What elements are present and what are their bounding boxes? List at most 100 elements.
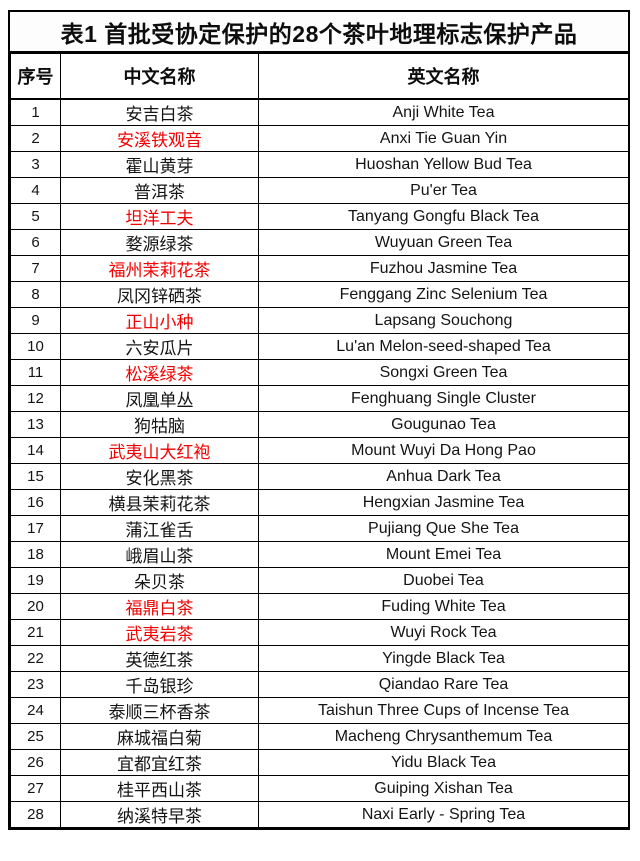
row-index: 23 xyxy=(10,671,61,698)
header-row: 序号 中文名称 英文名称 xyxy=(10,53,629,100)
row-index: 19 xyxy=(10,567,61,594)
table-row: 11 松溪绿茶 Songxi Green Tea xyxy=(10,359,629,386)
chinese-name: 婺源绿茶 xyxy=(60,229,259,256)
english-name: Taishun Three Cups of Incense Tea xyxy=(258,697,629,724)
table-row: 4 普洱茶 Pu'er Tea xyxy=(10,177,629,204)
chinese-name: 武夷山大红袍 xyxy=(60,437,259,464)
table-row: 12 凤凰单丛 Fenghuang Single Cluster xyxy=(10,385,629,412)
row-index: 1 xyxy=(10,98,61,126)
chinese-name: 纳溪特早茶 xyxy=(60,801,259,828)
table-row: 14 武夷山大红袍 Mount Wuyi Da Hong Pao xyxy=(10,437,629,464)
row-index: 21 xyxy=(10,619,61,646)
english-name: Fuding White Tea xyxy=(258,593,629,620)
column-header-index: 序号 xyxy=(10,53,61,100)
english-name: Qiandao Rare Tea xyxy=(258,671,629,698)
english-name: Yingde Black Tea xyxy=(258,645,629,672)
row-index: 3 xyxy=(10,151,61,178)
tea-gi-table: 表1 首批受协定保护的28个茶叶地理标志保护产品 序号 中文名称 英文名称 1 … xyxy=(8,10,630,830)
english-name: Songxi Green Tea xyxy=(258,359,629,386)
row-index: 17 xyxy=(10,515,61,542)
english-name: Anxi Tie Guan Yin xyxy=(258,125,629,152)
table-row: 7 福州茉莉花茶 Fuzhou Jasmine Tea xyxy=(10,255,629,282)
row-index: 27 xyxy=(10,775,61,802)
row-index: 25 xyxy=(10,723,61,750)
english-name: Lu'an Melon-seed-shaped Tea xyxy=(258,333,629,360)
table-row: 20 福鼎白茶 Fuding White Tea xyxy=(10,593,629,620)
chinese-name: 安溪铁观音 xyxy=(60,125,259,152)
english-name: Huoshan Yellow Bud Tea xyxy=(258,151,629,178)
chinese-name: 宜都宜红茶 xyxy=(60,749,259,776)
chinese-name: 千岛银珍 xyxy=(60,671,259,698)
english-name: Tanyang Gongfu Black Tea xyxy=(258,203,629,230)
table-row: 6 婺源绿茶 Wuyuan Green Tea xyxy=(10,229,629,256)
chinese-name: 霍山黄芽 xyxy=(60,151,259,178)
row-index: 9 xyxy=(10,307,61,334)
english-name: Macheng Chrysanthemum Tea xyxy=(258,723,629,750)
chinese-name: 福州茉莉花茶 xyxy=(60,255,259,282)
row-index: 26 xyxy=(10,749,61,776)
table-row: 26 宜都宜红茶 Yidu Black Tea xyxy=(10,749,629,776)
english-name: Wuyuan Green Tea xyxy=(258,229,629,256)
english-name: Yidu Black Tea xyxy=(258,749,629,776)
english-name: Anji White Tea xyxy=(258,98,629,126)
chinese-name: 坦洋工夫 xyxy=(60,203,259,230)
table-row: 10 六安瓜片 Lu'an Melon-seed-shaped Tea xyxy=(10,333,629,360)
row-index: 10 xyxy=(10,333,61,360)
chinese-name: 安吉白茶 xyxy=(60,98,259,126)
english-name: Lapsang Souchong xyxy=(258,307,629,334)
table-row: 28 纳溪特早茶 Naxi Early - Spring Tea xyxy=(10,801,629,828)
chinese-name: 武夷岩茶 xyxy=(60,619,259,646)
row-index: 18 xyxy=(10,541,61,568)
chinese-name: 安化黑茶 xyxy=(60,463,259,490)
table-row: 19 朵贝茶 Duobei Tea xyxy=(10,567,629,594)
english-name: Guiping Xishan Tea xyxy=(258,775,629,802)
table-row: 27 桂平西山茶 Guiping Xishan Tea xyxy=(10,775,629,802)
table-row: 16 横县茉莉花茶 Hengxian Jasmine Tea xyxy=(10,489,629,516)
row-index: 11 xyxy=(10,359,61,386)
table-row: 13 狗牯脑 Gougunao Tea xyxy=(10,411,629,438)
table-row: 21 武夷岩茶 Wuyi Rock Tea xyxy=(10,619,629,646)
table-row: 8 凤冈锌硒茶 Fenggang Zinc Selenium Tea xyxy=(10,281,629,308)
row-index: 5 xyxy=(10,203,61,230)
chinese-name: 泰顺三杯香茶 xyxy=(60,697,259,724)
chinese-name: 横县茉莉花茶 xyxy=(60,489,259,516)
table-row: 1 安吉白茶 Anji White Tea xyxy=(10,98,629,126)
table-body: 1 安吉白茶 Anji White Tea 2 安溪铁观音 Anxi Tie G… xyxy=(10,98,629,828)
chinese-name: 峨眉山茶 xyxy=(60,541,259,568)
chinese-name: 凤冈锌硒茶 xyxy=(60,281,259,308)
row-index: 28 xyxy=(10,801,61,828)
english-name: Fenghuang Single Cluster xyxy=(258,385,629,412)
row-index: 24 xyxy=(10,697,61,724)
row-index: 7 xyxy=(10,255,61,282)
english-name: Naxi Early - Spring Tea xyxy=(258,801,629,828)
english-name: Mount Emei Tea xyxy=(258,541,629,568)
column-header-english: 英文名称 xyxy=(258,53,629,100)
table-row: 9 正山小种 Lapsang Souchong xyxy=(10,307,629,334)
table-row: 23 千岛银珍 Qiandao Rare Tea xyxy=(10,671,629,698)
chinese-name: 松溪绿茶 xyxy=(60,359,259,386)
row-index: 14 xyxy=(10,437,61,464)
chinese-name: 福鼎白茶 xyxy=(60,593,259,620)
english-name: Wuyi Rock Tea xyxy=(258,619,629,646)
chinese-name: 六安瓜片 xyxy=(60,333,259,360)
row-index: 15 xyxy=(10,463,61,490)
row-index: 8 xyxy=(10,281,61,308)
table-row: 15 安化黑茶 Anhua Dark Tea xyxy=(10,463,629,490)
chinese-name: 朵贝茶 xyxy=(60,567,259,594)
table-row: 17 蒲江雀舌 Pujiang Que She Tea xyxy=(10,515,629,542)
row-index: 6 xyxy=(10,229,61,256)
tea-table: 序号 中文名称 英文名称 1 安吉白茶 Anji White Tea 2 安溪铁… xyxy=(10,53,629,828)
table-row: 3 霍山黄芽 Huoshan Yellow Bud Tea xyxy=(10,151,629,178)
table-header: 序号 中文名称 英文名称 xyxy=(10,53,629,100)
row-index: 22 xyxy=(10,645,61,672)
table-row: 22 英德红茶 Yingde Black Tea xyxy=(10,645,629,672)
chinese-name: 狗牯脑 xyxy=(60,411,259,438)
english-name: Pujiang Que She Tea xyxy=(258,515,629,542)
column-header-chinese: 中文名称 xyxy=(60,53,259,100)
english-name: Mount Wuyi Da Hong Pao xyxy=(258,437,629,464)
table-row: 18 峨眉山茶 Mount Emei Tea xyxy=(10,541,629,568)
english-name: Hengxian Jasmine Tea xyxy=(258,489,629,516)
chinese-name: 英德红茶 xyxy=(60,645,259,672)
chinese-name: 麻城福白菊 xyxy=(60,723,259,750)
